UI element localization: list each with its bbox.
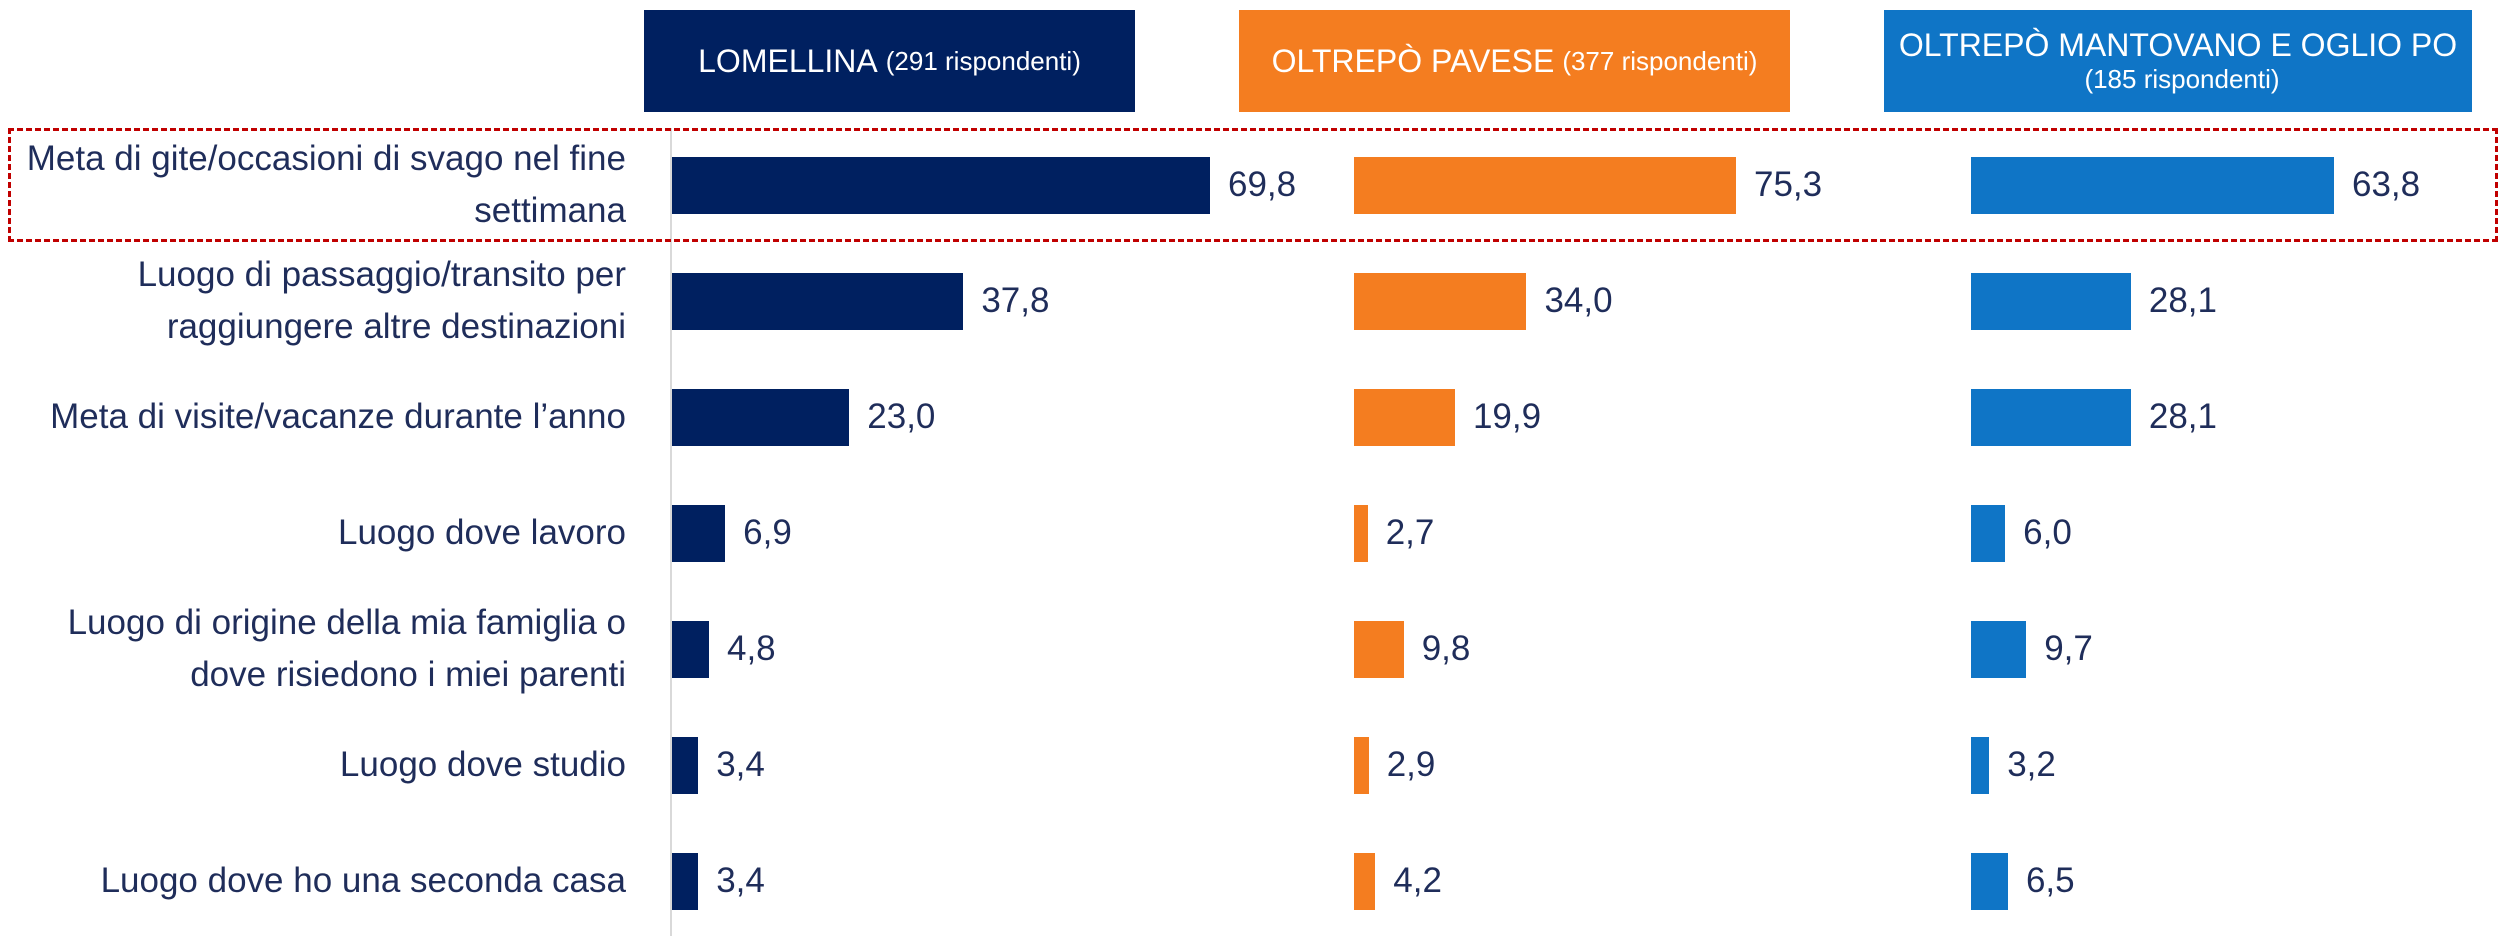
category-label: Luogo di passaggio/transito per raggiung… [137,255,626,346]
value-label: 63,8 [2352,165,2421,204]
legend-label: OLTREPÒ MANTOVANO E OGLIO PO [1898,27,2458,63]
value-label: 34,0 [1544,281,1613,320]
legend-note: (291 rispondenti) [885,45,1081,76]
value-label: 28,1 [2148,281,2217,320]
category-label: Meta di gite/occasioni di svago nel fine… [26,139,626,230]
value-label: 4,2 [1393,861,1442,900]
value-label: 69,8 [1228,165,1297,204]
series-header: LOMELLINA (291 rispondenti) [644,10,1135,112]
value-label: 37,8 [981,281,1050,320]
value-label: 9,8 [1421,629,1471,668]
value-label: 6,0 [2023,513,2072,552]
category-label: Luogo dove ho una seconda casa [100,861,626,900]
series-header: OLTREPÒ PAVESE (377 rispondenti) [1239,10,1790,112]
value-label: 75,3 [1754,165,1823,204]
bar [672,504,726,562]
value-label: 19,9 [1472,397,1542,436]
bar [672,620,709,678]
bar [1354,620,1404,678]
bar [1971,156,2334,214]
legend-note: (377 rispondenti) [1562,45,1758,76]
value-label: 3,2 [2007,745,2056,784]
bar [1354,852,1376,910]
bar [1971,272,2131,330]
bar [1971,504,2006,562]
category-label: Luogo dove studio [339,745,626,784]
category-label: Meta di visite/vacanze durante l’anno [50,397,626,436]
highlight-box [8,128,2498,242]
value-label: 2,7 [1385,513,1435,552]
bar [1971,388,2131,446]
legend-label: LOMELLINA [698,42,878,79]
value-label: 6,5 [2025,861,2075,900]
bar [1354,272,1527,330]
bar [1354,156,1736,214]
value-label: 2,9 [1386,745,1436,784]
bar [1354,388,1455,446]
value-label: 6,9 [743,513,792,552]
category-label: Luogo dove lavoro [338,513,626,552]
bar [1971,852,2008,910]
value-label: 3,4 [716,861,765,900]
bar [1971,736,1990,794]
axis-line [670,128,672,936]
value-label: 3,4 [716,745,765,784]
category-label: Luogo di origine della mia famiglia o do… [67,603,626,694]
value-label: 28,1 [2148,397,2217,436]
value-label: 23,0 [867,397,936,436]
bar [1354,504,1368,562]
legend-label: OLTREPÒ PAVESE [1271,42,1555,79]
bar [672,272,964,330]
bar [1354,736,1369,794]
legend-note: (185 rispondenti) [2084,64,2280,94]
bar [672,736,699,794]
bar [1971,620,2027,678]
value-label: 9,7 [2044,629,2093,668]
series-header: OLTREPÒ MANTOVANO E OGLIO PO (185 rispond… [1884,10,2472,112]
bar [672,156,1210,214]
bar [672,852,699,910]
value-label: 4,8 [726,629,776,668]
bar [672,388,850,446]
